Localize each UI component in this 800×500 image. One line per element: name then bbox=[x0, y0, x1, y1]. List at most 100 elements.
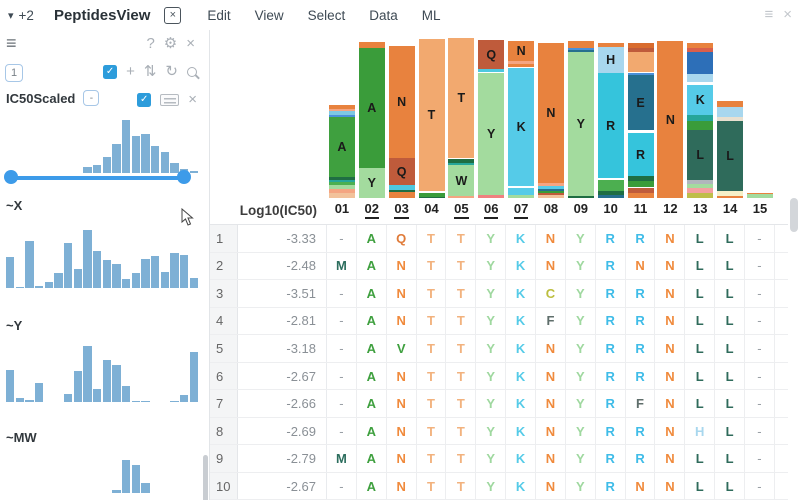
logo-segment[interactable] bbox=[328, 115, 355, 117]
histogram-bar[interactable] bbox=[141, 401, 150, 402]
help-icon[interactable]: ? bbox=[146, 35, 155, 52]
table-scrollbar-thumb[interactable] bbox=[790, 198, 798, 232]
position-label-09[interactable]: 09 bbox=[566, 201, 596, 223]
sequence-cell[interactable]: N bbox=[387, 362, 417, 390]
logo-residue-L[interactable]: L bbox=[717, 121, 744, 191]
filter-minus-button[interactable]: - bbox=[83, 90, 100, 106]
sequence-cell[interactable]: L bbox=[715, 417, 746, 445]
ic50-value-cell[interactable]: -3.18 bbox=[238, 335, 327, 362]
sequence-cell[interactable]: - bbox=[745, 307, 775, 335]
position-label-02[interactable]: 02 bbox=[357, 201, 387, 223]
sequence-cell[interactable]: A bbox=[357, 417, 387, 445]
panel-close-icon[interactable]: × bbox=[186, 35, 195, 52]
logo-segment[interactable] bbox=[687, 115, 714, 121]
histogram-bar[interactable] bbox=[6, 370, 15, 402]
sequence-cell[interactable]: Y bbox=[476, 417, 507, 445]
histogram-bar[interactable] bbox=[131, 136, 140, 173]
sequence-cell[interactable]: N bbox=[655, 417, 686, 445]
sequence-cell[interactable]: T bbox=[446, 335, 477, 362]
sequence-cell[interactable]: N bbox=[387, 252, 417, 280]
sequence-cell[interactable]: N bbox=[655, 362, 686, 390]
sequence-cell[interactable]: T bbox=[446, 280, 477, 307]
sequence-cell[interactable]: N bbox=[655, 390, 686, 417]
keyboard-icon[interactable] bbox=[160, 93, 180, 106]
histogram-bar[interactable] bbox=[131, 401, 140, 402]
logo-segment[interactable] bbox=[597, 178, 624, 180]
histogram-bar[interactable] bbox=[102, 157, 111, 173]
logo-segment[interactable] bbox=[328, 193, 355, 198]
sequence-cell[interactable]: T bbox=[446, 252, 477, 280]
histogram-bar[interactable] bbox=[25, 400, 34, 402]
logo-segment[interactable] bbox=[746, 193, 773, 194]
histogram-bar[interactable] bbox=[93, 389, 102, 402]
histogram-bar[interactable] bbox=[73, 371, 82, 402]
sequence-cell[interactable]: - bbox=[327, 362, 357, 390]
tab-close-button[interactable]: × bbox=[164, 6, 182, 24]
sequence-cell[interactable]: A bbox=[357, 225, 387, 252]
logo-residue-N[interactable]: N bbox=[537, 43, 564, 183]
sequence-cell[interactable]: T bbox=[417, 280, 447, 307]
histogram-bar[interactable] bbox=[112, 264, 121, 288]
row-number[interactable]: 3 bbox=[210, 280, 238, 307]
histogram-bar[interactable] bbox=[112, 144, 121, 173]
logo-segment[interactable] bbox=[328, 182, 355, 185]
histogram-bar[interactable] bbox=[93, 165, 102, 173]
logo-segment[interactable] bbox=[328, 105, 355, 109]
logo-residue-R[interactable]: R bbox=[597, 73, 624, 178]
sequence-cell[interactable]: L bbox=[685, 390, 716, 417]
sequence-cell[interactable]: N bbox=[536, 335, 566, 362]
row-number[interactable]: 7 bbox=[210, 390, 238, 417]
row-number[interactable]: 8 bbox=[210, 417, 238, 445]
logo-segment[interactable] bbox=[687, 180, 714, 184]
logo-segment[interactable] bbox=[328, 109, 355, 111]
sequence-cell[interactable]: L bbox=[715, 445, 746, 472]
sequence-cell[interactable]: R bbox=[596, 390, 626, 417]
logo-segment[interactable] bbox=[478, 72, 505, 73]
sequence-cell[interactable]: R bbox=[596, 362, 626, 390]
histogram-bar[interactable] bbox=[83, 167, 92, 173]
refresh-icon[interactable]: ↻ bbox=[165, 63, 178, 80]
logo-residue-N[interactable]: N bbox=[657, 41, 684, 198]
position-label-14[interactable]: 14 bbox=[715, 201, 745, 223]
sequence-cell[interactable]: Y bbox=[476, 472, 507, 500]
histogram-bar[interactable] bbox=[73, 269, 82, 288]
histogram-bar[interactable] bbox=[102, 360, 111, 402]
logo-segment[interactable] bbox=[537, 186, 564, 189]
sequence-cell[interactable]: A bbox=[357, 252, 387, 280]
logo-segment[interactable] bbox=[508, 67, 535, 68]
logo-segment[interactable] bbox=[328, 177, 355, 180]
filter-title-mw[interactable]: ~MW bbox=[6, 430, 37, 445]
histogram-bar[interactable] bbox=[83, 346, 92, 402]
ic50-value-cell[interactable]: -2.67 bbox=[238, 472, 327, 500]
logo-segment[interactable] bbox=[717, 107, 744, 117]
sequence-cell[interactable]: R bbox=[626, 225, 656, 252]
logo-segment[interactable] bbox=[508, 195, 535, 198]
histogram-bar[interactable] bbox=[141, 134, 150, 173]
sequence-cell[interactable]: N bbox=[536, 252, 566, 280]
sequence-cell[interactable]: - bbox=[745, 225, 775, 252]
sequence-cell[interactable]: C bbox=[536, 280, 566, 307]
sequence-cell[interactable]: N bbox=[655, 225, 686, 252]
logo-segment[interactable] bbox=[687, 193, 714, 198]
position-label-10[interactable]: 10 bbox=[596, 201, 626, 223]
sequence-cell[interactable]: L bbox=[715, 225, 746, 252]
logo-residue-N[interactable]: N bbox=[388, 46, 415, 158]
histogram-bar[interactable] bbox=[170, 163, 179, 173]
logo-segment[interactable] bbox=[567, 50, 594, 52]
sequence-cell[interactable]: - bbox=[745, 472, 775, 500]
logo-segment[interactable] bbox=[537, 191, 564, 193]
sequence-cell[interactable]: F bbox=[536, 307, 566, 335]
sequence-cell[interactable]: L bbox=[685, 252, 716, 280]
sequence-cell[interactable]: T bbox=[446, 472, 477, 500]
logo-segment[interactable] bbox=[687, 82, 714, 85]
sequence-cell[interactable]: T bbox=[417, 445, 447, 472]
sequence-cell[interactable]: N bbox=[387, 280, 417, 307]
sequence-cell[interactable]: - bbox=[745, 445, 775, 472]
logo-segment[interactable] bbox=[537, 183, 564, 186]
sequence-cell[interactable]: - bbox=[745, 417, 775, 445]
sequence-cell[interactable]: Y bbox=[476, 225, 507, 252]
sequence-cell[interactable]: R bbox=[626, 307, 656, 335]
logo-segment[interactable] bbox=[627, 73, 654, 75]
histogram-bar[interactable] bbox=[54, 273, 63, 288]
histogram-bar[interactable] bbox=[180, 395, 189, 402]
